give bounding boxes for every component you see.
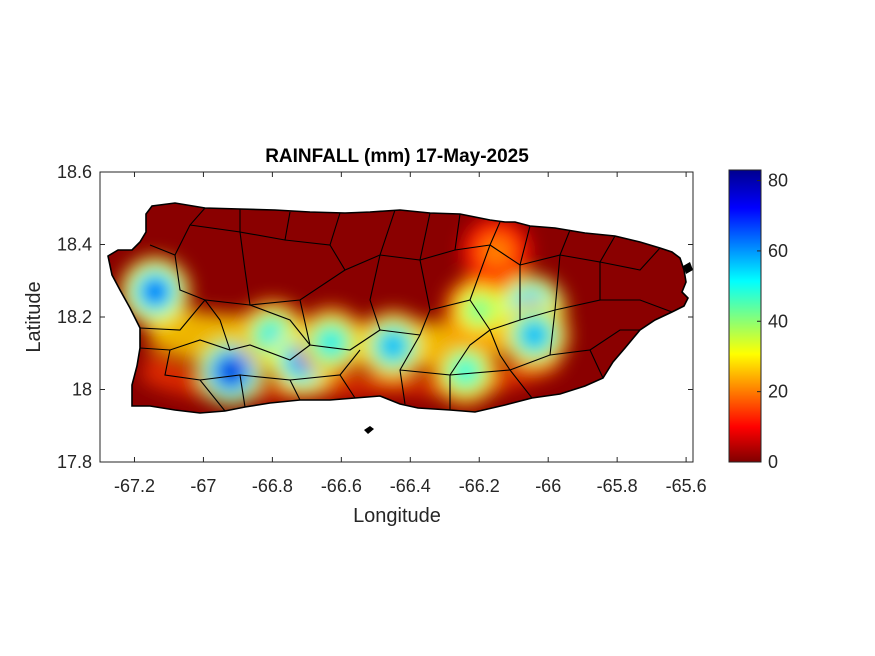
municipality-border-5 [329,209,396,271]
colorbar-tick-label: 40 [768,311,788,331]
colorbar-ticks: 0 20 40 60 80 [757,171,788,472]
y-tick-label: 18.2 [57,307,92,327]
municipality-border-3 [239,209,291,241]
y-tick-label: 17.8 [57,452,92,472]
municipality-border-38 [489,329,511,371]
municipality-border-12 [599,247,661,271]
x-tick-label: -66 [535,476,561,496]
municipality-border-35 [589,329,640,351]
y-axis-ticks: 17.8 18 18.2 18.4 18.6 [57,162,693,472]
x-tick-label: -65.8 [597,476,638,496]
vieques-edge [683,262,693,274]
caja-de-muertos-island [364,426,374,434]
municipality-border-31 [449,329,491,376]
colorbar-tick-label: 0 [768,452,778,472]
municipality-border-22 [600,299,673,313]
rainfall-hotspot-5-layer-3 [385,338,402,354]
rainfall-hotspot-9-layer-3 [526,327,543,344]
colorbar-tick-label: 20 [768,382,788,402]
y-tick-label: 18.6 [57,162,92,182]
x-tick-label: -66.4 [390,476,431,496]
municipality-border-24 [164,349,226,412]
municipality-border-37 [249,304,311,346]
rainfall-field [108,203,688,413]
x-tick-label: -66.6 [321,476,362,496]
colorbar [728,169,762,463]
rainfall-hotspot-10-layer-3 [488,243,505,260]
x-tick-label: -67 [190,476,216,496]
x-axis-label: Longitude [353,505,441,527]
island-coastline [107,202,689,414]
rainfall-hotspot-2-layer-3 [264,327,281,344]
x-tick-label: -65.6 [666,476,707,496]
municipality-border-19 [469,265,521,331]
y-tick-label: 18 [72,380,92,400]
municipality-border-14 [244,269,346,306]
municipality-border-28 [339,349,361,376]
y-axis-label: Latitude [23,281,45,352]
x-axis-ticks: -67.2 -67 -66.8 -66.6 -66.4 -66.2 -66 -65.8 -65.… [114,172,707,496]
municipality-border-0 [149,207,206,256]
municipality-borders [139,207,673,412]
rainfall-hotspot-7-layer-3 [471,301,488,318]
colorbar-tick-label: 60 [768,241,788,261]
chart-title: RAINFALL (mm) 17-May-2025 [265,146,529,167]
municipality-border-15 [299,299,421,351]
municipality-border-36 [204,299,231,351]
x-tick-label: -66.8 [252,476,293,496]
rainfall-hotspot-0-layer-3 [147,283,164,300]
municipality-border-16 [369,254,381,331]
x-tick-label: -66.2 [459,476,500,496]
rainfall-hotspot-6-layer-3 [457,363,474,380]
y-tick-label: 18.4 [57,235,92,255]
municipality-border-13 [139,299,251,331]
x-tick-label: -67.2 [114,476,155,496]
rainfall-hotspot-4-layer-3 [322,334,339,351]
municipality-border-1 [174,254,206,301]
colorbar-tick-label: 80 [768,171,788,191]
